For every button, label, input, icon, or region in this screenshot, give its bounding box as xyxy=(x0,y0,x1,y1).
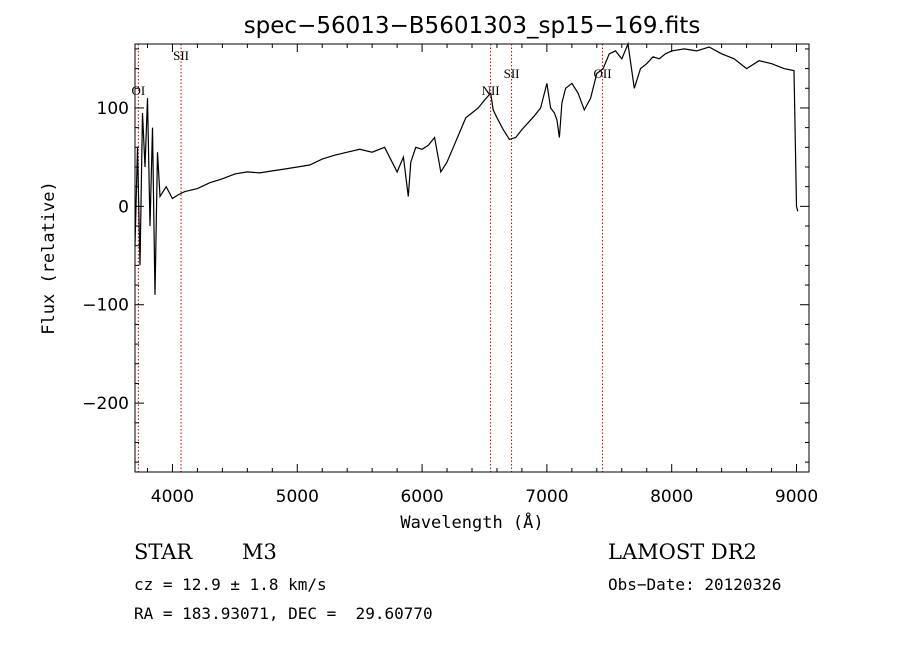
x-tick-label: 5000 xyxy=(276,487,319,507)
x-tick-label: 9000 xyxy=(775,487,818,507)
survey-name: LAMOST DR2 xyxy=(608,540,757,564)
line-marker-label: NII xyxy=(482,83,500,98)
coordinates: RA = 183.93071, DEC = 29.60770 xyxy=(134,604,433,623)
x-tick-label: 4000 xyxy=(151,487,194,507)
axis-ticks: 4000 5000 6000 7000 8000 9000 −200 −100 0 100 xyxy=(82,44,818,507)
chart-title: spec−56013−B5601303_sp15−169.fits xyxy=(244,13,701,39)
y-axis-label: Flux (relative) xyxy=(39,181,59,335)
plot-frame xyxy=(134,43,810,473)
y-tick-label: 0 xyxy=(118,197,129,217)
x-tick-label: 6000 xyxy=(400,487,443,507)
x-tick-label: 8000 xyxy=(650,487,693,507)
y-tick-label: −100 xyxy=(82,296,129,316)
object-subclass: M3 xyxy=(242,540,277,564)
line-marker-label: OI xyxy=(132,83,146,98)
redshift-line: cz = 12.9 ± 1.8 km/s xyxy=(134,575,327,594)
obs-date: Obs−Date: 20120326 xyxy=(608,575,782,594)
spectrum-line-group xyxy=(134,41,799,295)
line-marker-label: SII xyxy=(173,48,189,63)
x-tick-label: 7000 xyxy=(525,487,568,507)
object-class: STAR xyxy=(134,540,193,564)
line-marker-label: OII xyxy=(594,66,612,81)
line-marker-label: SII xyxy=(504,66,520,81)
y-tick-label: 100 xyxy=(97,99,129,119)
spectrum-line xyxy=(134,41,799,295)
x-axis-label: Wavelength (Å) xyxy=(400,511,543,533)
y-tick-label: −200 xyxy=(82,394,129,414)
emission-line-markers: OI SII NII SII OII xyxy=(132,44,612,472)
